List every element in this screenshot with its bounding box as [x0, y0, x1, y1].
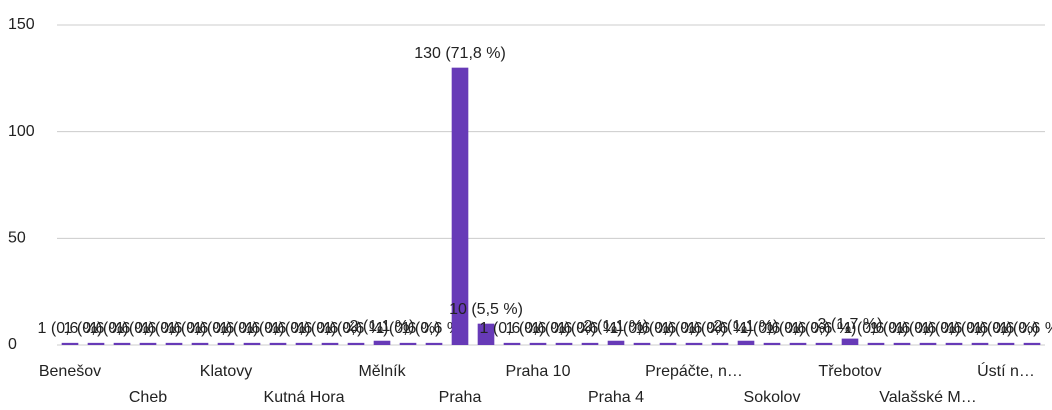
bar	[685, 342, 703, 345]
bar	[477, 323, 495, 345]
bar	[347, 342, 365, 345]
value-label: 1 (0,6 %)	[116, 320, 181, 337]
x-tick-label: Klatovy	[200, 363, 252, 380]
x-tick-label: Praha 4	[588, 389, 644, 406]
value-label: 1 (0,6 %)	[324, 320, 389, 337]
y-tick-label: 150	[8, 16, 35, 33]
x-tick-label: Třebotov	[818, 363, 881, 380]
bar	[321, 342, 339, 345]
bar	[295, 342, 313, 345]
value-label: 1 (0,6 %)	[246, 320, 311, 337]
value-label: 130 (71,8 %)	[414, 45, 506, 62]
bar	[815, 342, 833, 345]
bar	[867, 342, 885, 345]
value-label: 1 (0,6 %)	[220, 320, 285, 337]
value-label: 1 (0,6 %)	[948, 320, 1013, 337]
value-label: 1 (0,6 %)	[662, 320, 727, 337]
value-label: 1 (0,6 %)	[64, 320, 129, 337]
value-label: 1 (0,6 %)	[532, 320, 597, 337]
value-label: 1 (0,6 %)	[610, 320, 675, 337]
value-label: 10 (5,5 %)	[449, 301, 523, 318]
bar	[113, 342, 131, 345]
bar	[191, 342, 209, 345]
value-label: 1 (0,6 %)	[740, 320, 805, 337]
bar	[971, 342, 989, 345]
x-tick-label: Valašské M…	[879, 389, 977, 406]
x-tick-label: Kutná Hora	[264, 389, 345, 406]
y-tick-label: 50	[8, 230, 26, 247]
bar	[789, 342, 807, 345]
value-label: 1 (0,6 %)	[870, 320, 935, 337]
bar	[919, 342, 937, 345]
bar	[893, 342, 911, 345]
bar	[503, 342, 521, 345]
value-label: 3 (1,7 %)	[818, 316, 883, 333]
x-tick-label: Praha	[439, 389, 482, 406]
bar	[139, 342, 157, 345]
bar	[763, 342, 781, 345]
bar	[633, 342, 651, 345]
value-label: 1 (0,6 %)	[636, 320, 701, 337]
bar	[997, 342, 1015, 345]
value-label: 1 (0,6 %)	[896, 320, 961, 337]
bar	[61, 342, 79, 345]
value-label: 1 (0,6 %)	[558, 320, 623, 337]
bar	[555, 342, 573, 345]
value-label: 1 (0,6 %)	[168, 320, 233, 337]
bar	[217, 342, 235, 345]
value-label: 1 (0,6 %)	[402, 320, 467, 337]
value-label: 1 (0,6 %)	[766, 320, 831, 337]
bar	[243, 342, 261, 345]
value-label: 1 (0,6 %)	[974, 320, 1039, 337]
value-label: 1 (0,6 %)	[506, 320, 571, 337]
bar	[737, 340, 755, 345]
bar	[269, 342, 287, 345]
x-tick-label: Benešov	[39, 363, 101, 380]
bar	[399, 342, 417, 345]
bar	[425, 342, 443, 345]
value-label: 1 (0,6 %)	[376, 320, 441, 337]
bar	[581, 342, 599, 345]
bar	[165, 342, 183, 345]
x-tick-label: Ústí n…	[977, 361, 1035, 380]
bar	[87, 342, 105, 345]
value-label: 1 (0,6 %)	[142, 320, 207, 337]
x-tick-label: Praha 10	[506, 363, 571, 380]
value-label: 1 (0,6 %)	[272, 320, 337, 337]
bar	[659, 342, 677, 345]
value-label: 2 (1,1 %)	[350, 318, 415, 335]
value-label: 1 (0,6 %)	[480, 320, 545, 337]
value-label: 2 (1,1 %)	[584, 318, 649, 335]
bar	[529, 342, 547, 345]
value-label: 1 (0,6 %)	[1000, 320, 1052, 337]
x-tick-label: Mělník	[358, 363, 406, 380]
x-tick-label: Prepáčte, n…	[645, 363, 743, 380]
x-tick-label: Cheb	[129, 389, 167, 406]
value-label: 1 (0,6 %)	[194, 320, 259, 337]
value-label: 1 (0,6 %)	[844, 320, 909, 337]
bar	[1023, 342, 1041, 345]
value-label: 1 (0,6 %)	[298, 320, 363, 337]
bar	[711, 342, 729, 345]
value-label: 1 (0,6 %)	[922, 320, 987, 337]
value-label: 1 (0,6 %)	[38, 320, 103, 337]
value-label: 1 (0,6 %)	[90, 320, 155, 337]
bar	[841, 338, 859, 345]
bar	[607, 340, 625, 345]
y-tick-label: 0	[8, 336, 17, 353]
x-tick-label: Sokolov	[744, 389, 801, 406]
bar	[945, 342, 963, 345]
bar	[451, 67, 469, 346]
value-label: 1 (0,6 %)	[688, 320, 753, 337]
bar	[373, 340, 391, 345]
value-label: 1 (0,6 %)	[792, 320, 857, 337]
y-tick-label: 100	[8, 123, 35, 140]
value-label: 2 (1,1 %)	[714, 318, 779, 335]
